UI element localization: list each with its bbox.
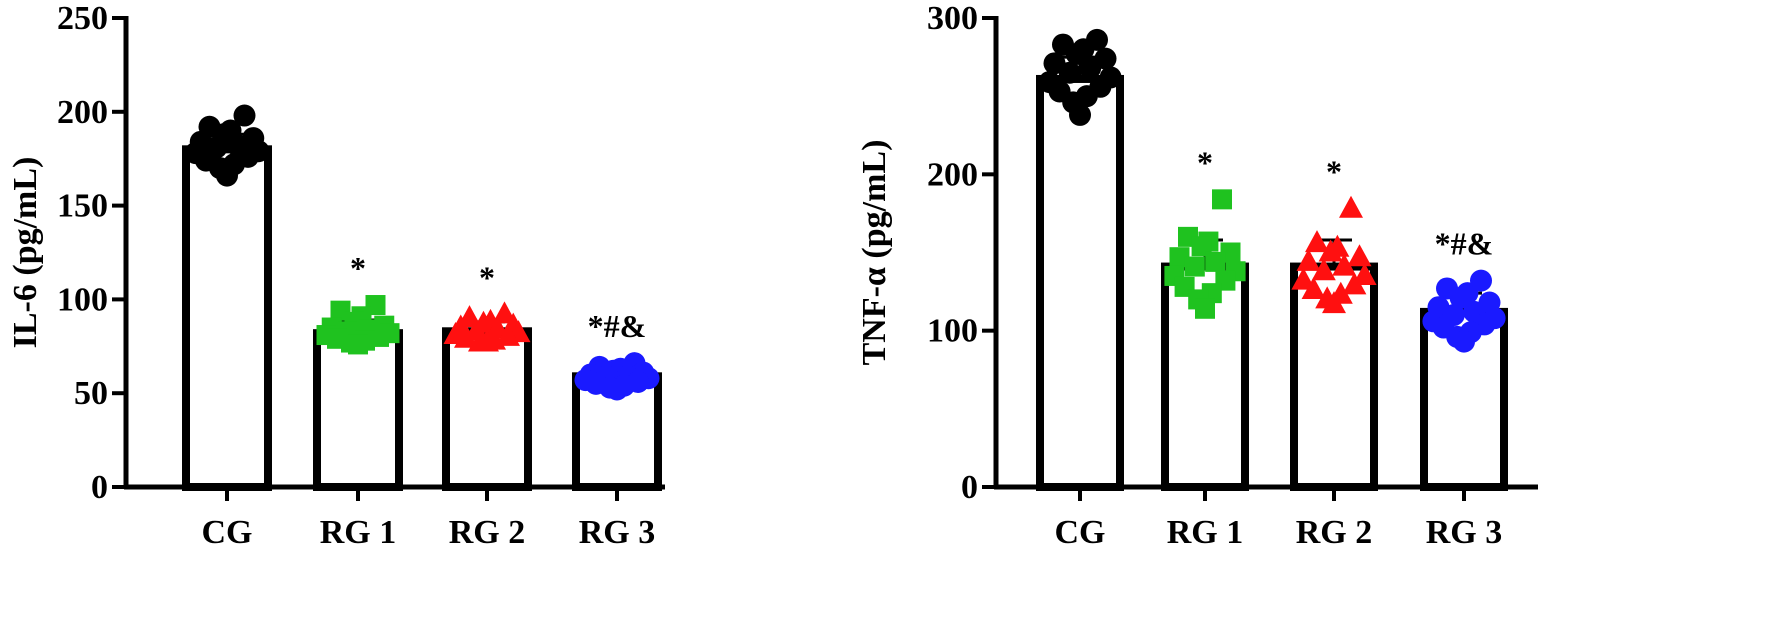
data-point	[1079, 57, 1102, 80]
data-point	[1332, 253, 1357, 276]
significance-label: *#&	[1435, 226, 1494, 262]
data-point	[475, 329, 499, 352]
category-label: RG 1	[1167, 514, 1244, 551]
bar	[1290, 262, 1378, 491]
y-axis-title: IL-6 (pg/mL)	[7, 157, 44, 349]
data-point	[1352, 262, 1377, 285]
category-label: CG	[1055, 514, 1106, 551]
data-point	[1191, 236, 1212, 257]
data-point	[496, 323, 520, 346]
significance-label: *#&	[588, 308, 647, 344]
y-tick-label: 0	[961, 469, 978, 506]
y-tick-label: 250	[57, 0, 108, 37]
data-point	[1311, 258, 1336, 281]
data-point	[1347, 244, 1372, 267]
bar	[1036, 74, 1124, 491]
category-label: RG 3	[1426, 514, 1503, 551]
data-point	[1339, 195, 1363, 218]
y-axis-title: TNF-α (pg/mL)	[856, 140, 893, 366]
category-label: RG 2	[449, 514, 526, 551]
significance-label: *	[1197, 144, 1213, 180]
y-tick-label: 200	[57, 94, 108, 131]
data-point	[1058, 61, 1081, 84]
data-point	[1205, 251, 1226, 272]
data-point	[1169, 247, 1190, 268]
data-point	[1453, 330, 1475, 353]
data-point	[1449, 286, 1472, 309]
data-point	[1296, 248, 1321, 271]
data-point	[1305, 230, 1329, 253]
y-tick-label: 200	[927, 156, 978, 193]
category-label: RG 2	[1296, 514, 1373, 551]
category-label: RG 1	[320, 514, 397, 551]
data-point	[1322, 291, 1346, 314]
data-point	[1301, 277, 1326, 300]
significance-label: *	[1326, 154, 1342, 190]
significance-label: *	[350, 250, 366, 286]
data-point	[1184, 256, 1205, 277]
data-point	[233, 104, 256, 127]
bar	[442, 327, 532, 491]
data-point	[1195, 298, 1215, 319]
data-point	[1069, 103, 1091, 126]
category-label: CG	[202, 514, 253, 551]
y-tick-label: 0	[91, 469, 108, 506]
bar	[182, 145, 272, 491]
data-point	[348, 334, 368, 355]
data-point	[606, 378, 628, 401]
category-label: RG 3	[579, 514, 656, 551]
data-point	[1291, 267, 1316, 290]
significance-label: *	[479, 259, 495, 295]
data-point	[1065, 42, 1088, 65]
y-tick-label: 150	[57, 188, 108, 225]
y-tick-label: 100	[927, 313, 978, 350]
data-point	[1342, 272, 1367, 295]
y-tick-label: 300	[927, 0, 978, 37]
data-point	[216, 164, 238, 187]
data-point	[1220, 242, 1241, 263]
data-point	[1318, 239, 1343, 262]
bar	[313, 329, 403, 491]
data-point	[454, 325, 478, 348]
y-tick-label: 100	[57, 281, 108, 318]
data-point	[1212, 189, 1232, 210]
y-tick-label: 50	[74, 375, 108, 412]
